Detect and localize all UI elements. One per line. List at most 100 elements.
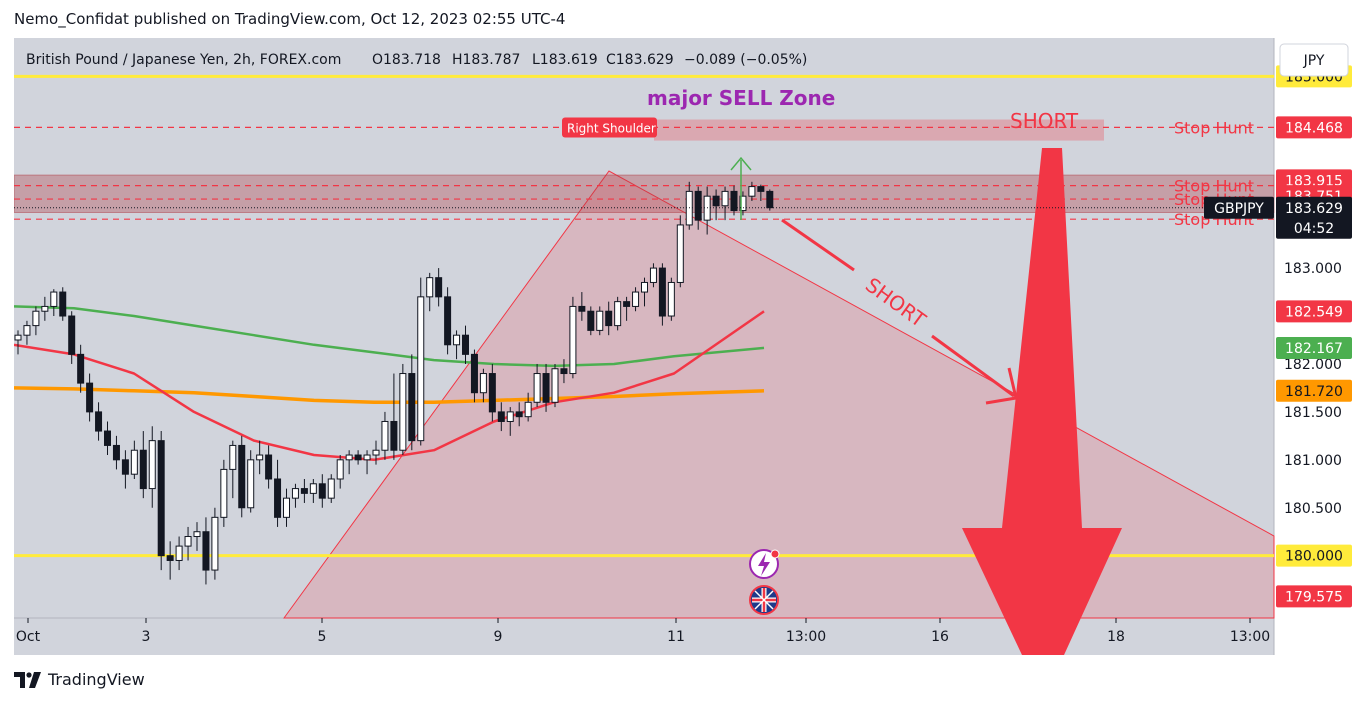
price-tag[interactable]: 179.575 — [1276, 585, 1352, 608]
candle[interactable] — [372, 440, 380, 465]
candle[interactable] — [676, 215, 684, 288]
candle[interactable] — [578, 292, 586, 321]
moving-average-line[interactable] — [13, 310, 765, 462]
candle[interactable] — [166, 541, 174, 580]
last-price-tag[interactable]: GBPJPY 183.629 04:52 — [1204, 196, 1352, 239]
candle[interactable] — [605, 301, 613, 336]
candle[interactable] — [658, 263, 666, 326]
candle[interactable] — [408, 354, 416, 451]
candle[interactable] — [381, 411, 389, 460]
candle[interactable] — [41, 296, 49, 321]
moving-average-line[interactable] — [13, 305, 765, 368]
candle[interactable] — [336, 455, 344, 489]
candle[interactable] — [551, 363, 559, 408]
candle[interactable] — [444, 287, 452, 355]
candle[interactable] — [596, 306, 604, 336]
candle[interactable] — [748, 181, 756, 201]
candle[interactable] — [426, 272, 434, 312]
candle[interactable] — [77, 344, 85, 393]
candle[interactable] — [435, 268, 443, 307]
candle[interactable] — [291, 483, 299, 508]
candle[interactable] — [175, 536, 183, 571]
candle[interactable] — [569, 296, 577, 379]
candle[interactable] — [68, 311, 76, 364]
candle[interactable] — [488, 363, 496, 422]
candle[interactable] — [148, 426, 156, 508]
candle[interactable] — [462, 325, 469, 364]
candle[interactable] — [533, 363, 541, 408]
candle[interactable] — [238, 435, 246, 518]
candle[interactable] — [417, 277, 425, 446]
candle[interactable] — [524, 392, 532, 422]
candle[interactable] — [247, 450, 255, 513]
candle[interactable] — [560, 359, 568, 384]
candle[interactable] — [274, 459, 282, 527]
candle[interactable] — [479, 368, 487, 403]
candle[interactable] — [641, 277, 648, 307]
candle[interactable] — [104, 421, 111, 456]
candle[interactable] — [229, 440, 237, 499]
candle[interactable] — [614, 296, 622, 331]
candle[interactable] — [354, 450, 362, 465]
price-tag[interactable]: 182.549 — [1276, 300, 1352, 323]
candle[interactable] — [50, 289, 58, 317]
price-chart[interactable]: major SELL Zone SHORT Right Shoulder Stop H… — [13, 38, 1354, 655]
candle[interactable] — [59, 287, 67, 321]
candle[interactable] — [32, 306, 40, 336]
sell-zone-rect[interactable] — [654, 119, 1104, 141]
candle[interactable] — [757, 184, 765, 201]
resistance-zone[interactable] — [13, 174, 1275, 213]
candle[interactable] — [86, 373, 94, 422]
big-short-arrow[interactable] — [962, 148, 1122, 655]
candle[interactable] — [667, 277, 675, 321]
candle[interactable] — [542, 363, 550, 412]
uk-flag-icon[interactable] — [749, 585, 779, 615]
candle[interactable] — [587, 306, 595, 336]
tradingview-branding[interactable]: TradingView — [14, 670, 145, 689]
candle[interactable] — [649, 263, 657, 288]
candle[interactable] — [390, 373, 398, 460]
candle[interactable] — [766, 189, 774, 211]
lightning-icon[interactable] — [749, 549, 780, 579]
candle[interactable] — [470, 349, 478, 403]
candle[interactable] — [309, 478, 317, 503]
candle[interactable] — [739, 191, 747, 216]
candle[interactable] — [327, 474, 335, 503]
candle[interactable] — [157, 431, 165, 571]
candle[interactable] — [399, 363, 407, 456]
candle[interactable] — [300, 478, 308, 503]
candle[interactable] — [14, 330, 22, 355]
price-tag[interactable]: 184.468 — [1276, 116, 1352, 139]
candle[interactable] — [283, 488, 290, 527]
candle[interactable] — [345, 450, 353, 475]
candle[interactable] — [730, 185, 738, 216]
chart-area[interactable]: major SELL Zone SHORT Right Shoulder Stop H… — [13, 38, 1354, 655]
candle[interactable] — [453, 330, 461, 360]
candle[interactable] — [265, 445, 273, 489]
candle[interactable] — [318, 474, 326, 508]
candle[interactable] — [112, 435, 120, 470]
candle[interactable] — [712, 189, 720, 221]
candle[interactable] — [363, 450, 371, 475]
candle[interactable] — [623, 296, 631, 321]
price-tag[interactable]: 182.167 — [1276, 336, 1352, 359]
candle[interactable] — [632, 287, 640, 312]
candle[interactable] — [211, 507, 219, 580]
candle[interactable] — [23, 320, 31, 345]
moving-average-line[interactable] — [13, 386, 765, 405]
currency-button[interactable]: JPY — [1279, 43, 1349, 77]
candle[interactable] — [121, 450, 129, 489]
price-tag[interactable]: 180.000 — [1276, 544, 1352, 567]
candle[interactable] — [515, 402, 523, 427]
candle[interactable] — [497, 402, 505, 432]
price-tag[interactable]: 181.720 — [1276, 379, 1352, 402]
candle[interactable] — [506, 407, 514, 436]
candle[interactable] — [220, 459, 228, 527]
candle[interactable] — [193, 522, 201, 551]
candle[interactable] — [721, 186, 729, 221]
candle[interactable] — [202, 517, 210, 585]
candle[interactable] — [139, 431, 147, 499]
candle[interactable] — [256, 440, 264, 475]
candle[interactable] — [130, 440, 138, 479]
candle[interactable] — [184, 526, 192, 561]
